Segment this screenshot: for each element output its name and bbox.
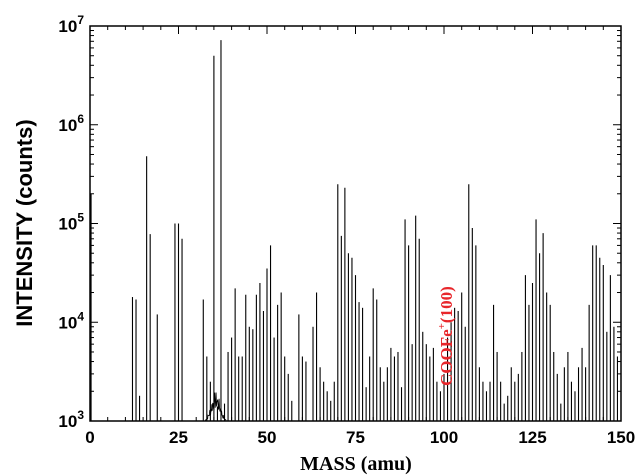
- x-tick-label: 25: [169, 428, 188, 447]
- y-axis-title: INTENSITY (counts): [12, 119, 37, 326]
- x-tick-label: 150: [607, 428, 635, 447]
- y-tick-label: 103: [58, 408, 84, 431]
- annotation-sup: +: [436, 323, 448, 329]
- annotation-label: COOFe+(100): [436, 286, 456, 386]
- annotation-main: COOFe: [437, 329, 456, 386]
- y-tick-label: 107: [58, 13, 84, 36]
- peaks-layer: [90, 40, 619, 421]
- x-tick-label: 125: [518, 428, 546, 447]
- y-tick-label: 106: [58, 112, 84, 135]
- x-axis-title: MASS (amu): [300, 453, 412, 475]
- x-tick-label: 75: [346, 428, 365, 447]
- annotation-suffix: (100): [437, 286, 456, 323]
- labels-layer: 0 25 50 75 100 125 150 103 104 105 106 107: [58, 13, 635, 447]
- y-tick-label: 104: [58, 309, 84, 332]
- y-tick-label: 105: [58, 211, 84, 234]
- baseline-noise: [204, 392, 227, 421]
- x-tick-label: 0: [85, 428, 94, 447]
- x-tick-label: 50: [258, 428, 277, 447]
- ticks-layer: [89, 26, 622, 422]
- noise-cluster: [204, 392, 227, 421]
- x-tick-label: 100: [430, 428, 458, 447]
